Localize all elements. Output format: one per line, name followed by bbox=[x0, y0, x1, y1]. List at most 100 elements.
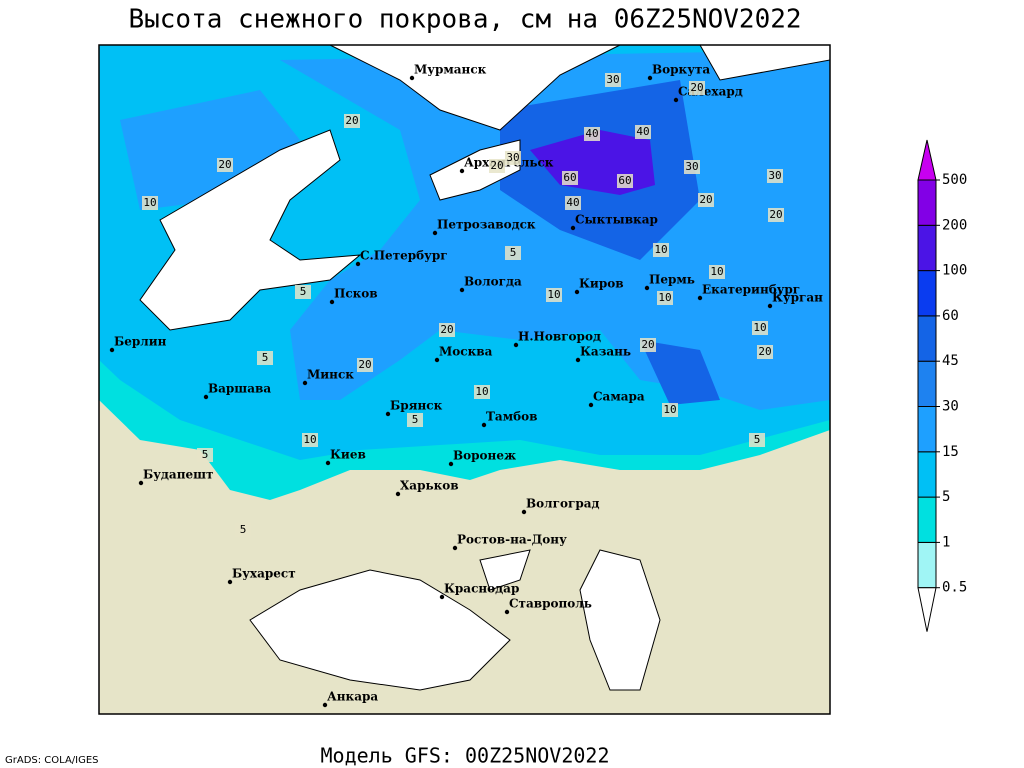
city-dot bbox=[588, 402, 594, 408]
colorbar-box bbox=[917, 270, 937, 317]
seas bbox=[139, 44, 831, 691]
city-label: Петрозаводск bbox=[437, 218, 536, 232]
city-dot bbox=[329, 299, 335, 305]
credit: GrADS: COLA/IGES bbox=[5, 755, 99, 766]
colorbar-box bbox=[917, 360, 937, 408]
colorbar-label: 15 bbox=[942, 444, 959, 460]
contour-label: 40 bbox=[585, 127, 598, 140]
colorbar-box bbox=[917, 315, 937, 362]
city-dot bbox=[767, 303, 773, 309]
contour-label: 10 bbox=[547, 288, 560, 301]
city-label: Казань bbox=[580, 345, 631, 359]
city-dot bbox=[697, 295, 703, 301]
contour-label-box bbox=[584, 127, 600, 141]
contour-label: 5 bbox=[262, 351, 269, 364]
contour-label: 10 bbox=[710, 265, 723, 278]
city-dot bbox=[432, 230, 438, 236]
contour-label: 5 bbox=[510, 246, 517, 259]
contour-label-box bbox=[617, 174, 633, 188]
contour-label: 20 bbox=[490, 159, 503, 172]
city-label: Москва bbox=[439, 345, 493, 359]
city-dot bbox=[325, 460, 331, 466]
colorbar-label: 5 bbox=[942, 489, 950, 505]
city-dot bbox=[504, 609, 510, 615]
city-label: Киев bbox=[330, 448, 366, 462]
footer-model: Модель GFS: 00Z25NOV2022 bbox=[321, 744, 610, 768]
city-dot bbox=[459, 168, 465, 174]
map-frame bbox=[98, 44, 831, 715]
city-dot bbox=[521, 509, 527, 515]
city-dot bbox=[575, 357, 581, 363]
colorbar-box bbox=[917, 224, 937, 272]
city-label: Ростов-на-Дону bbox=[457, 533, 567, 547]
contour-label-box bbox=[768, 208, 784, 222]
city-label: Берлин bbox=[114, 335, 167, 349]
contour-label: 5 bbox=[240, 523, 247, 536]
city-label: Анкара bbox=[327, 690, 378, 704]
colorbar-bottom bbox=[917, 587, 937, 632]
contour-label-box bbox=[344, 114, 360, 128]
contour-label: 10 bbox=[475, 385, 488, 398]
contour-label: 20 bbox=[345, 114, 358, 127]
city-dot bbox=[395, 491, 401, 497]
colorbar-label: 500 bbox=[942, 172, 967, 188]
contour-label-box bbox=[562, 171, 578, 185]
contour-label: 20 bbox=[641, 338, 654, 351]
city-label: Мурманск bbox=[414, 63, 487, 77]
contour-label: 10 bbox=[143, 196, 156, 209]
contour-label: 40 bbox=[636, 125, 649, 138]
colorbar-label: 1 bbox=[942, 534, 950, 550]
contour-label: 30 bbox=[506, 151, 519, 164]
contour-label: 20 bbox=[218, 158, 231, 171]
colorbar-label: 60 bbox=[942, 308, 959, 324]
colorbar-label: 100 bbox=[942, 263, 967, 279]
city-dot bbox=[434, 357, 440, 363]
contour-label: 20 bbox=[699, 193, 712, 206]
colorbar-label: 200 bbox=[942, 217, 967, 233]
colorbar-label: 0.5 bbox=[942, 580, 967, 596]
contour-label-box bbox=[662, 403, 678, 417]
city-label: Екатеринбург bbox=[702, 283, 800, 297]
city-label: Вологда bbox=[464, 275, 522, 289]
city-label: Краснодар bbox=[444, 582, 519, 596]
contour-label-box bbox=[640, 338, 656, 352]
contour-label-box bbox=[235, 523, 251, 537]
city-label: Псков bbox=[334, 287, 378, 301]
city-dot bbox=[109, 347, 115, 353]
contour-label: 60 bbox=[618, 174, 631, 187]
contour-label-box bbox=[749, 433, 765, 447]
contour-label-box bbox=[689, 81, 705, 95]
contour-label: 5 bbox=[412, 413, 419, 426]
contour-label: 10 bbox=[753, 321, 766, 334]
contour-label-box bbox=[197, 448, 213, 462]
contour-label-box bbox=[142, 196, 158, 210]
contour-label: 30 bbox=[768, 169, 781, 182]
contour-label: 10 bbox=[654, 243, 667, 256]
contour-label: 5 bbox=[754, 433, 761, 446]
contour-label: 5 bbox=[300, 285, 307, 298]
city-dot bbox=[647, 75, 653, 81]
city-label: С.Петербург bbox=[360, 249, 448, 263]
city-dot bbox=[673, 97, 679, 103]
contour-label-box bbox=[505, 151, 521, 165]
contour-label-box bbox=[407, 413, 423, 427]
city-dot bbox=[439, 594, 445, 600]
city-dot bbox=[481, 422, 487, 428]
city-label: Самара bbox=[593, 390, 645, 404]
city-dot bbox=[355, 261, 361, 267]
city-dot bbox=[452, 545, 458, 551]
contour-label-box bbox=[357, 358, 373, 372]
city-dot bbox=[227, 579, 233, 585]
contour-label-box bbox=[752, 321, 768, 335]
contour-label-box bbox=[295, 285, 311, 299]
contour-label: 20 bbox=[690, 81, 703, 94]
contour-label-box bbox=[757, 345, 773, 359]
city-label: Варшава bbox=[208, 382, 271, 396]
city-label: Харьков bbox=[400, 479, 459, 493]
contour-label-box bbox=[474, 385, 490, 399]
contour-label-box bbox=[684, 160, 700, 174]
contour-label-box bbox=[605, 73, 621, 87]
contour-label: 20 bbox=[758, 345, 771, 358]
